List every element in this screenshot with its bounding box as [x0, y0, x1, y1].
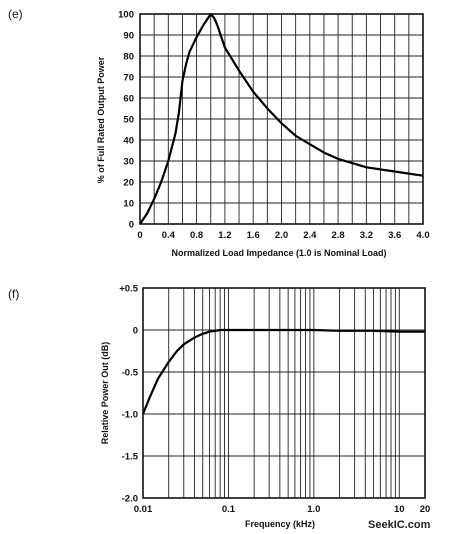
y-tick-label: 30 [123, 157, 134, 168]
x-tick-label: 10 [394, 504, 405, 515]
y-tick-label: -0.5 [122, 368, 139, 379]
y-tick-label: -2.0 [122, 494, 138, 505]
y-tick-label: 0 [133, 326, 138, 337]
series-line-output-power [139, 12, 424, 225]
x-tick-label: 0.1 [222, 504, 236, 515]
chart-f-y-axis-title: Relative Power Out (dB) [100, 342, 110, 445]
x-tick-label: 3.2 [360, 230, 373, 241]
chart-f-x-ticks: 0.01 0.1 1.0 10 20 [134, 504, 431, 515]
chart-e-x-axis-title: Normalized Load Impedance (1.0 is Nomina… [171, 248, 386, 258]
x-tick-label: 3.6 [388, 230, 401, 241]
x-tick-label: 20 [420, 504, 431, 515]
y-tick-label: 10 [123, 199, 134, 210]
y-tick-label: -1.5 [122, 452, 139, 463]
y-tick-label: 80 [123, 52, 134, 63]
panel-label-f: (f) [8, 287, 19, 301]
x-tick-label: 0.01 [134, 504, 153, 515]
x-tick-label: 0 [137, 230, 142, 241]
x-tick-label: 1.0 [307, 504, 320, 515]
chart-e-frame [139, 13, 424, 225]
chart-f-grid [143, 288, 425, 498]
chart-f-frame [142, 287, 426, 499]
chart-f-frequency-response: (f) +0.5 0 -0.5 -1.0 -1.5 -2.0 0.01 0.1 1.0 10 20… [8, 284, 430, 530]
chart-f-curve-layer [141, 328, 425, 415]
chart-e-load-impedance: (e) 0 10 20 30 40 50 60 70 80 90 100 0 0.4 0.8 1.2 1.6… [8, 7, 430, 258]
y-tick-label: 60 [123, 94, 134, 105]
x-tick-label: 4.0 [416, 230, 429, 241]
x-tick-label: 1.2 [218, 230, 231, 241]
chart-e-y-ticks: 0 10 20 30 40 50 60 70 80 90 100 [118, 10, 134, 231]
watermark-text: SeekIC.com [368, 519, 431, 531]
x-tick-label: 1.6 [247, 230, 260, 241]
y-tick-label: +0.5 [119, 284, 138, 295]
y-tick-label: -1.0 [122, 410, 138, 421]
x-tick-label: 2.0 [275, 230, 288, 241]
x-tick-label: 0.8 [190, 230, 203, 241]
y-tick-label: 0 [129, 220, 134, 231]
series-line-relative-power [141, 328, 425, 415]
x-tick-label: 2.8 [331, 230, 344, 241]
chart-e-y-axis-title: % of Full Rated Output Power [96, 56, 106, 183]
chart-f-x-axis-title: Frequency (kHz) [245, 519, 315, 529]
y-tick-label: 50 [123, 115, 134, 126]
chart-f-y-ticks: +0.5 0 -0.5 -1.0 -1.5 -2.0 [119, 284, 138, 505]
y-tick-label: 40 [123, 136, 134, 147]
x-tick-label: 2.4 [303, 230, 317, 241]
chart-e-x-ticks: 0 0.4 0.8 1.2 1.6 2.0 2.4 2.8 3.2 3.6 4.0 [137, 230, 429, 241]
y-tick-label: 20 [123, 178, 134, 189]
y-tick-label: 70 [123, 73, 134, 84]
panel-label-e: (e) [8, 7, 23, 21]
y-tick-label: 100 [118, 10, 134, 21]
x-tick-label: 0.4 [162, 230, 176, 241]
chart-e-grid [140, 14, 423, 224]
y-tick-label: 90 [123, 31, 134, 42]
chart-e-curve-layer [139, 12, 424, 225]
